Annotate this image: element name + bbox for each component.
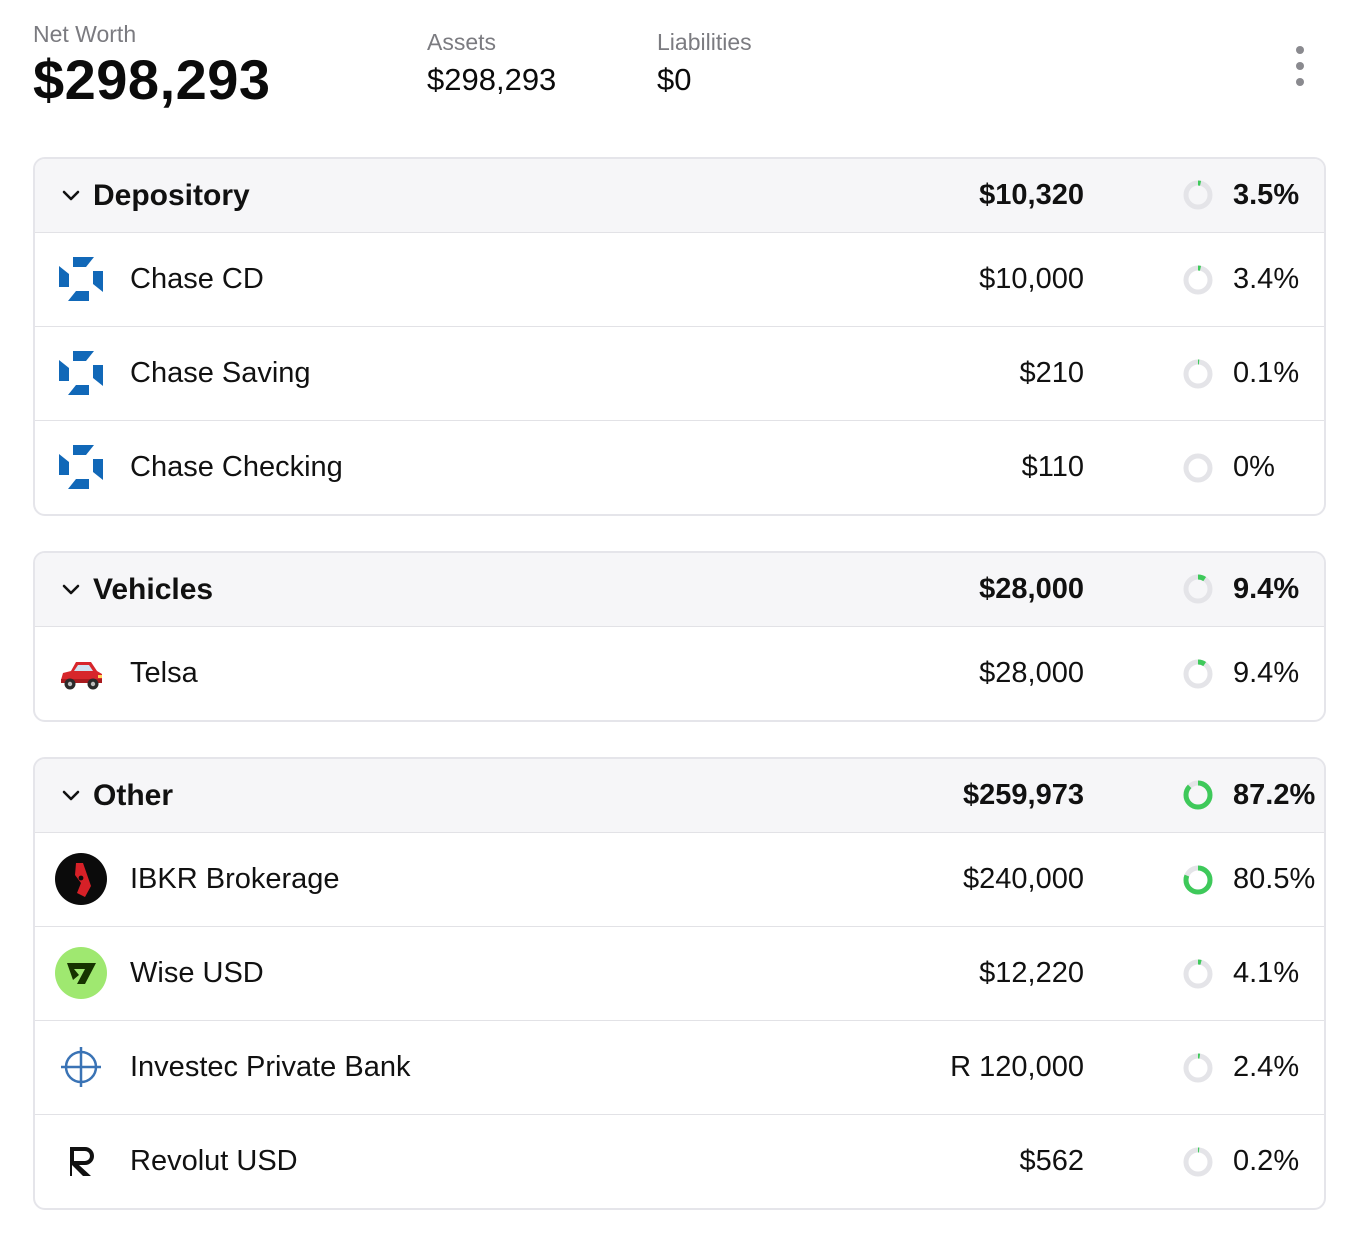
account-group-vehicles: Vehicles $28,000 9.4% Telsa $28,000 9.4% <box>33 551 1326 722</box>
share-ring-icon <box>1182 958 1214 990</box>
assets-label: Assets <box>427 29 497 55</box>
chase-logo-icon <box>55 441 107 493</box>
net-worth-value: $298,293 <box>33 48 271 111</box>
account-name: Chase Saving <box>130 357 311 389</box>
account-amount: $12,220 <box>979 957 1084 989</box>
chevron-down-icon[interactable] <box>61 785 81 805</box>
summary-header: Net Worth $298,293 Assets $298,293 Liabi… <box>0 0 1368 140</box>
account-row[interactable]: Telsa $28,000 9.4% <box>35 627 1324 720</box>
chase-logo-icon <box>55 253 107 305</box>
group-percent: 3.5% <box>1233 179 1300 211</box>
group-total: $259,973 <box>963 779 1084 811</box>
share-ring-icon <box>1182 864 1214 896</box>
share-ring-icon <box>1182 1146 1214 1178</box>
account-name: Wise USD <box>130 957 264 989</box>
assets-value: $298,293 <box>427 62 557 97</box>
share-ring-icon <box>1182 1052 1214 1084</box>
account-group-other: Other $259,973 87.2% IBKR Brokerage $240,000… <box>33 757 1326 1210</box>
group-header[interactable]: Vehicles $28,000 9.4% <box>35 553 1324 627</box>
account-name: Chase CD <box>130 263 264 295</box>
share-ring-icon <box>1182 573 1214 605</box>
account-row[interactable]: Investec Private Bank R 120,000 2.4% <box>35 1021 1324 1115</box>
account-percent: 0% <box>1233 451 1275 483</box>
account-amount: $562 <box>1019 1145 1084 1177</box>
share-ring-icon <box>1182 779 1214 811</box>
account-row[interactable]: Chase Checking $110 0% <box>35 421 1324 514</box>
net-worth-stat: Net Worth $298,293 <box>33 20 271 112</box>
more-options-button[interactable] <box>1284 44 1316 88</box>
net-worth-label: Net Worth <box>33 21 137 47</box>
more-dot-icon <box>1296 62 1304 70</box>
account-row[interactable]: Wise USD $12,220 4.1% <box>35 927 1324 1021</box>
account-group-depository: Depository $10,320 3.5% Chase CD $10,000 3.4%… <box>33 157 1326 516</box>
share-ring-icon <box>1182 452 1214 484</box>
chevron-down-icon[interactable] <box>61 185 81 205</box>
account-row[interactable]: Chase Saving $210 0.1% <box>35 327 1324 421</box>
group-total: $10,320 <box>979 179 1084 211</box>
chase-logo-icon <box>55 347 107 399</box>
account-percent: 3.4% <box>1233 263 1300 295</box>
account-amount: $28,000 <box>979 657 1084 689</box>
share-ring-icon <box>1182 658 1214 690</box>
account-amount: $110 <box>1021 451 1084 483</box>
wise-logo-icon <box>55 947 107 999</box>
share-ring-icon <box>1182 358 1214 390</box>
account-amount: $10,000 <box>979 263 1084 295</box>
group-header[interactable]: Depository $10,320 3.5% <box>35 159 1324 233</box>
group-percent: 9.4% <box>1233 573 1300 605</box>
liabilities-label: Liabilities <box>657 29 752 55</box>
account-row[interactable]: IBKR Brokerage $240,000 80.5% <box>35 833 1324 927</box>
account-name: IBKR Brokerage <box>130 863 340 895</box>
account-amount: R 120,000 <box>950 1051 1084 1083</box>
share-ring-icon <box>1182 179 1214 211</box>
group-name: Other <box>93 779 174 812</box>
account-percent: 4.1% <box>1233 957 1300 989</box>
chevron-down-icon[interactable] <box>61 579 81 599</box>
car-icon <box>55 647 107 699</box>
share-ring-icon <box>1182 264 1214 296</box>
account-name: Chase Checking <box>130 451 343 483</box>
account-percent: 80.5% <box>1233 863 1316 895</box>
account-amount: $210 <box>1019 357 1084 389</box>
account-name: Investec Private Bank <box>130 1051 411 1083</box>
assets-stat: Assets $298,293 <box>427 28 556 100</box>
group-header[interactable]: Other $259,973 87.2% <box>35 759 1324 833</box>
account-name: Revolut USD <box>130 1145 298 1177</box>
account-amount: $240,000 <box>963 863 1084 895</box>
account-percent: 2.4% <box>1233 1051 1300 1083</box>
group-name: Depository <box>93 179 250 212</box>
investec-logo-icon <box>55 1041 107 1093</box>
group-percent: 87.2% <box>1233 779 1316 811</box>
group-total: $28,000 <box>979 573 1084 605</box>
account-name: Telsa <box>130 657 198 689</box>
account-percent: 9.4% <box>1233 657 1300 689</box>
account-percent: 0.1% <box>1233 357 1300 389</box>
ibkr-logo-icon <box>55 853 107 905</box>
liabilities-value: $0 <box>657 62 692 97</box>
more-dot-icon <box>1296 46 1304 54</box>
account-row[interactable]: Chase CD $10,000 3.4% <box>35 233 1324 327</box>
more-dot-icon <box>1296 78 1304 86</box>
account-row[interactable]: Revolut USD $562 0.2% <box>35 1115 1324 1208</box>
group-name: Vehicles <box>93 573 214 606</box>
account-percent: 0.2% <box>1233 1145 1300 1177</box>
liabilities-stat: Liabilities $0 <box>657 28 752 100</box>
revolut-logo-icon <box>55 1135 107 1187</box>
